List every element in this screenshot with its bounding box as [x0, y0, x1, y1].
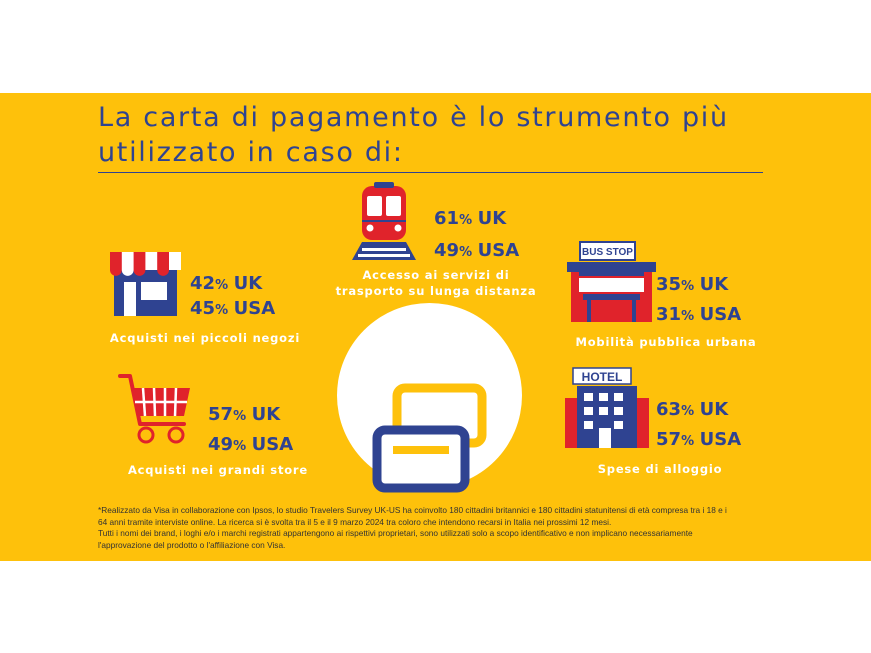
big-stores-uk-stat: 57% UK: [208, 404, 281, 425]
title-underline: [98, 172, 763, 173]
big-stores-usa-stat: 49% USA: [208, 434, 294, 455]
bus-stop-icon: BUS STOP: [567, 241, 656, 322]
title-line-2: utilizzato in caso di:: [98, 137, 404, 168]
lodging-caption: Spese di alloggio: [597, 462, 723, 476]
lodging-uk-stat: 63% UK: [656, 399, 729, 420]
train-icon: [352, 182, 416, 260]
hotel-icon: HOTEL: [565, 367, 649, 448]
small-shops-caption: Acquisti nei piccoli negozi: [109, 331, 301, 345]
shopping-cart-icon: [118, 374, 190, 444]
footnote-line: Tutti i nomi dei brand, i loghi e/o i ma…: [98, 528, 693, 538]
transport-caption: Accesso ai servizi di trasporto su lunga…: [335, 268, 537, 298]
shop-icon: [110, 252, 181, 316]
urban-mobility-caption: Mobilità pubblica urbana: [575, 335, 757, 349]
big-stores-caption: Acquisti nei grandi store: [127, 463, 309, 477]
bus-stop-sign-text: BUS STOP: [582, 247, 633, 258]
small-shops-uk-stat: 42% UK: [190, 273, 263, 294]
urban-mobility-usa-stat: 31% USA: [656, 304, 742, 325]
footnote: *Realizzato da Visa in collaborazione co…: [98, 505, 798, 551]
payment-cards-icon: [372, 383, 487, 493]
page-title: La carta di pagamento è lo strumento più…: [98, 100, 778, 170]
transport-usa-stat: 49% USA: [434, 240, 520, 261]
title-line-1: La carta di pagamento è lo strumento più: [98, 102, 729, 133]
lodging-usa-stat: 57% USA: [656, 429, 742, 450]
urban-mobility-uk-stat: 35% UK: [656, 274, 729, 295]
small-shops-usa-stat: 45% USA: [190, 298, 276, 319]
footnote-line: l'approvazione del prodotto o l'affiliaz…: [98, 539, 286, 550]
footnote-line: 64 anni tramite interviste online. La ri…: [98, 516, 612, 527]
transport-uk-stat: 61% UK: [434, 208, 507, 229]
hotel-sign-text: HOTEL: [582, 370, 623, 384]
footnote-line: *Realizzato da Visa in collaborazione co…: [98, 505, 727, 515]
